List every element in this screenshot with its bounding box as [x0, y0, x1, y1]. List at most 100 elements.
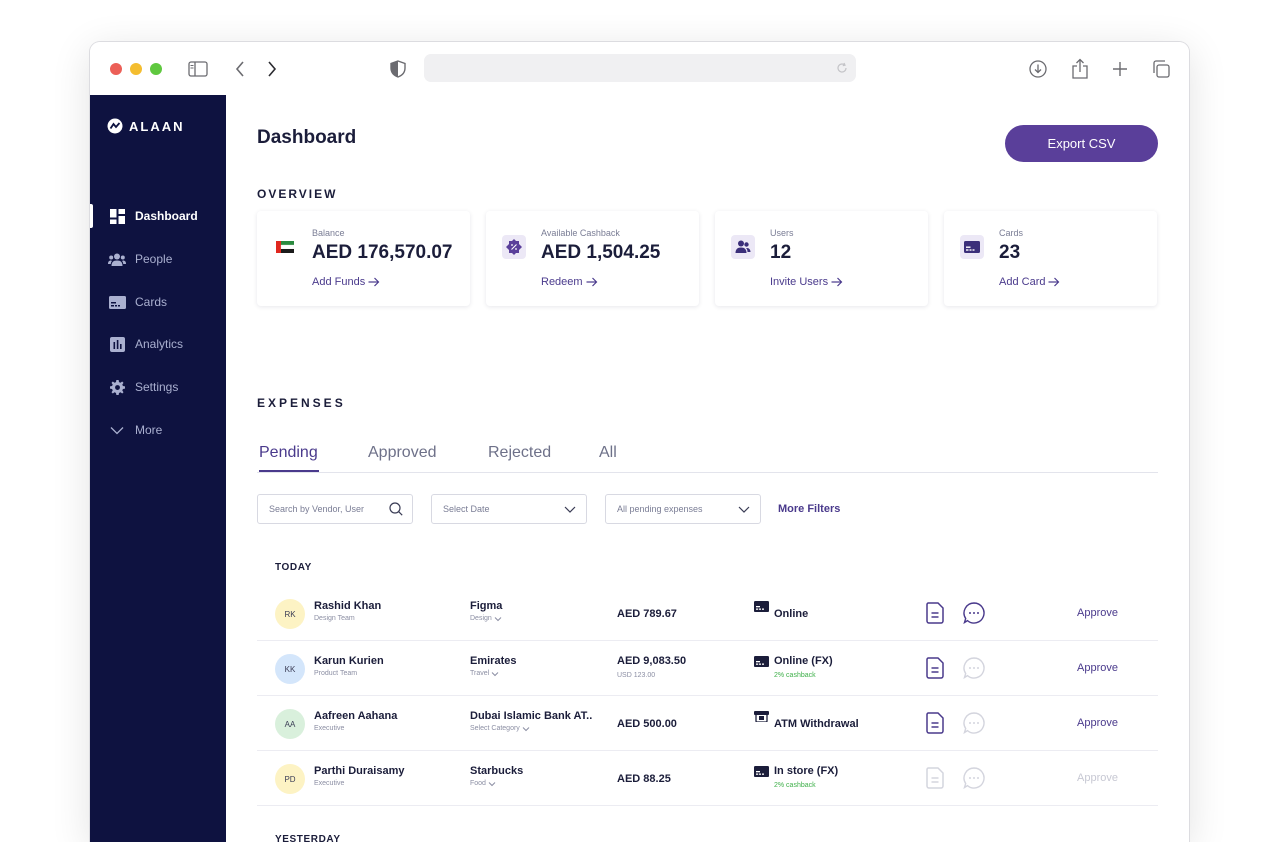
logo-text: ALAAN: [129, 118, 185, 134]
approve-button[interactable]: Approve: [1077, 607, 1118, 619]
more-filters-link[interactable]: More Filters: [778, 503, 841, 515]
search-input[interactable]: Search by Vendor, User: [257, 494, 413, 524]
tab-approved[interactable]: Approved: [368, 444, 437, 461]
card-label: Users: [770, 228, 794, 238]
card-icon: [960, 235, 984, 259]
card-icon: [754, 600, 769, 612]
tab-all[interactable]: All: [599, 444, 617, 461]
sidebar-item-settings[interactable]: Settings: [90, 375, 226, 399]
user-team: Product Team: [314, 670, 358, 677]
user-name: Aafreen Aahana: [314, 710, 398, 722]
tab-rejected[interactable]: Rejected: [488, 444, 552, 461]
arrow-right-icon: [586, 277, 597, 287]
table-row[interactable]: PD Parthi Duraisamy Executive Starbucks …: [257, 751, 1158, 806]
reload-icon[interactable]: [836, 62, 848, 74]
category-select[interactable]: Travel: [470, 670, 499, 677]
tab-overview-icon[interactable]: [1149, 57, 1173, 81]
status-select[interactable]: All pending expenses: [605, 494, 761, 524]
chevron-down-icon: [488, 781, 496, 786]
vendor-name: Emirates: [470, 655, 517, 667]
receipt-icon[interactable]: [926, 602, 944, 624]
expense-tabs: Pending Approved Rejected All: [257, 441, 1158, 473]
cards-card: Cards 23 Add Card: [944, 211, 1157, 306]
avatar: KK: [275, 654, 305, 684]
approve-button[interactable]: Approve: [1077, 662, 1118, 674]
approve-button[interactable]: Approve: [1077, 717, 1118, 729]
chevron-down-icon: [564, 506, 576, 513]
chevron-down-icon: [108, 421, 126, 439]
cashback-badge-icon: [502, 235, 526, 259]
table-row[interactable]: RK Rashid Khan Design Team Figma Design …: [257, 586, 1158, 641]
comment-icon[interactable]: [963, 712, 985, 734]
back-icon[interactable]: [228, 57, 252, 81]
category-select[interactable]: Food: [470, 780, 496, 787]
address-bar[interactable]: [424, 54, 856, 82]
sidebar-item-cards[interactable]: Cards: [90, 290, 226, 314]
vendor-name: Figma: [470, 600, 503, 612]
user-name: Rashid Khan: [314, 600, 382, 612]
redeem-link[interactable]: Redeem: [541, 276, 598, 288]
privacy-shield-icon[interactable]: [386, 57, 410, 81]
card-link-label: Add Card: [999, 276, 1046, 288]
close-window-button[interactable]: [110, 63, 122, 75]
user-name: Parthi Duraisamy: [314, 765, 405, 777]
sidebar-item-dashboard[interactable]: Dashboard: [90, 204, 226, 228]
sidebar-item-more[interactable]: More: [90, 418, 226, 442]
payment-method: Online: [754, 600, 808, 620]
card-icon: [754, 655, 769, 667]
category-select[interactable]: Design: [470, 615, 502, 622]
payment-method: ATM Withdrawal: [754, 710, 859, 730]
share-icon[interactable]: [1068, 57, 1092, 81]
forward-icon[interactable]: [260, 57, 284, 81]
atm-icon: [754, 710, 769, 722]
status-value: All pending expenses: [617, 504, 703, 514]
chevron-down-icon: [494, 616, 502, 621]
card-icon: [108, 293, 126, 311]
export-csv-button[interactable]: Export CSV: [1005, 125, 1158, 162]
add-card-link[interactable]: Add Card: [999, 276, 1060, 288]
date-select[interactable]: Select Date: [431, 494, 587, 524]
receipt-icon[interactable]: [926, 657, 944, 679]
vendor-name: Starbucks: [470, 765, 524, 777]
new-tab-icon[interactable]: [1108, 57, 1132, 81]
cashback-label: 2% cashback: [774, 782, 816, 789]
payment-method-label: ATM Withdrawal: [774, 718, 859, 730]
comment-icon[interactable]: [963, 767, 985, 789]
sidebar-item-people[interactable]: People: [90, 247, 226, 271]
add-funds-link[interactable]: Add Funds: [312, 276, 380, 288]
avatar: PD: [275, 764, 305, 794]
zoom-window-button[interactable]: [150, 63, 162, 75]
download-icon[interactable]: [1026, 57, 1050, 81]
comment-icon[interactable]: [963, 602, 985, 624]
category-label: Food: [470, 780, 486, 787]
table-row[interactable]: AA Aafreen Aahana Executive Dubai Islami…: [257, 696, 1158, 751]
chevron-down-icon: [738, 506, 750, 513]
minimize-window-button[interactable]: [130, 63, 142, 75]
invite-users-link[interactable]: Invite Users: [770, 276, 843, 288]
amount: AED 500.00: [617, 718, 677, 730]
user-team: Design Team: [314, 615, 355, 622]
card-value: AED 176,570.07: [312, 242, 453, 263]
card-link-label: Redeem: [541, 276, 583, 288]
comment-icon[interactable]: [963, 657, 985, 679]
sidebar-item-analytics[interactable]: Analytics: [90, 332, 226, 356]
arrow-right-icon: [1048, 277, 1060, 287]
receipt-icon[interactable]: [926, 712, 944, 734]
amount-foreign: USD 123.00: [617, 672, 656, 679]
tab-pending[interactable]: Pending: [259, 444, 318, 461]
alaan-logo[interactable]: ALAAN: [107, 118, 185, 134]
sidebar-item-label: Analytics: [135, 337, 184, 351]
category-select[interactable]: Select Category: [470, 725, 530, 732]
people-icon: [108, 250, 126, 268]
sidebar-toggle-icon[interactable]: [186, 57, 210, 81]
sidebar-item-label: More: [135, 423, 163, 437]
table-row[interactable]: KK Karun Kurien Product Team Emirates Tr…: [257, 641, 1158, 696]
gear-icon: [108, 378, 126, 396]
card-icon: [754, 765, 769, 777]
card-value: 12: [770, 242, 792, 263]
dashboard-icon: [108, 207, 126, 225]
approve-button[interactable]: Approve: [1077, 772, 1118, 784]
receipt-icon[interactable]: [926, 767, 944, 789]
search-icon: [389, 502, 403, 516]
group-label-yesterday: YESTERDAY: [275, 834, 341, 842]
